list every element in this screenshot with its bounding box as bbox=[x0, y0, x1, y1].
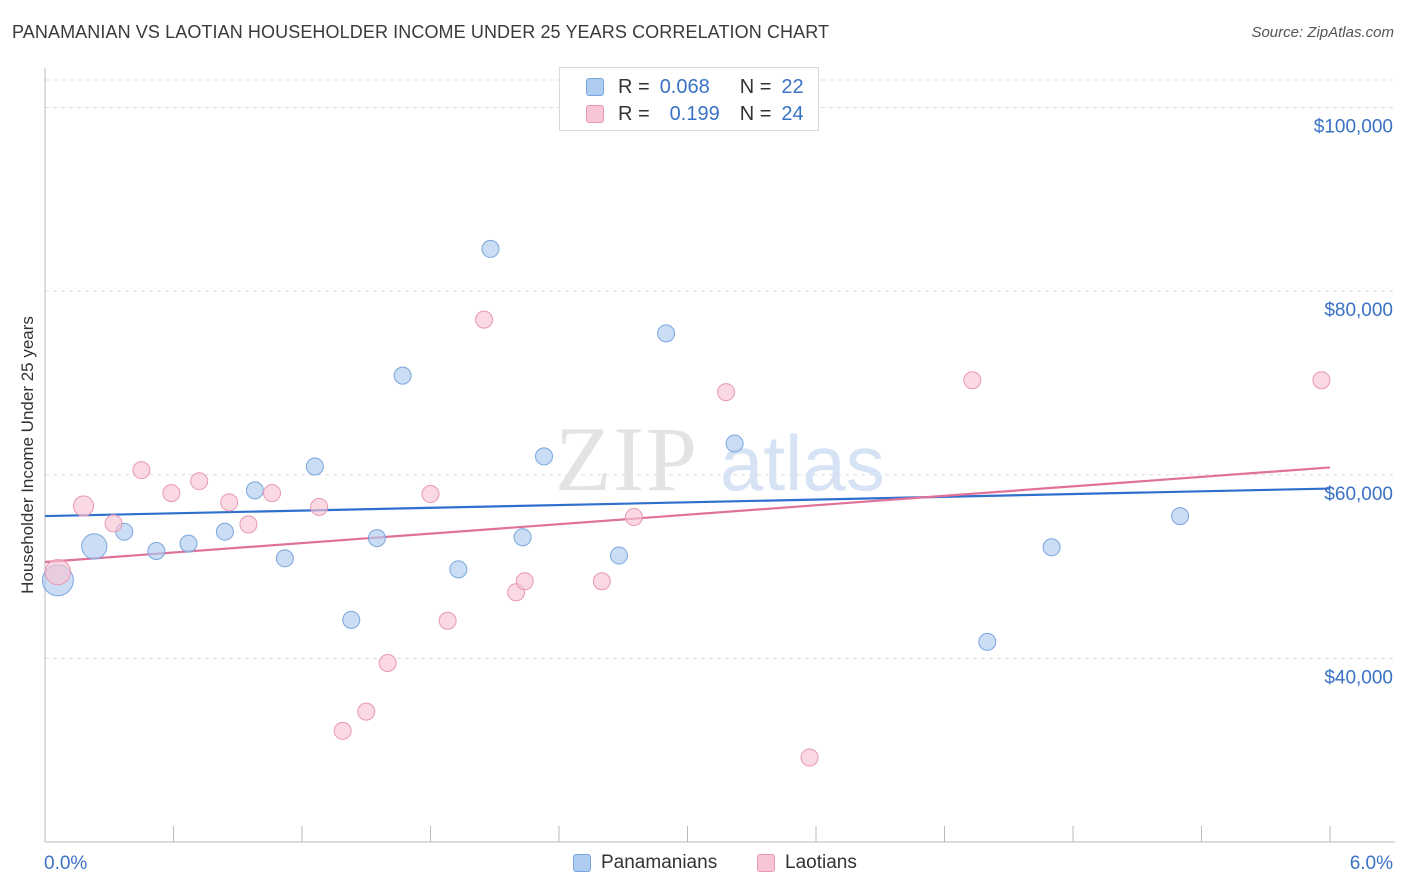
point-laotians bbox=[378, 653, 397, 672]
y-axis-label: Householder Income Under 25 years bbox=[18, 316, 37, 594]
point-panamanians bbox=[1171, 507, 1190, 526]
point-panamanians bbox=[513, 528, 532, 547]
y-tick-label: $40,000 bbox=[1324, 667, 1393, 688]
point-panamanians bbox=[657, 324, 676, 343]
legend-swatch bbox=[573, 854, 591, 872]
point-panamanians bbox=[275, 549, 294, 568]
trend-line-panamanians bbox=[44, 487, 1331, 518]
point-laotians bbox=[333, 721, 352, 740]
legend-row-laotians: R = 0.199 N = 24 bbox=[586, 102, 804, 126]
y-tick-label: $100,000 bbox=[1314, 117, 1393, 138]
watermark: ZIP atlas bbox=[555, 408, 885, 510]
legend-r-value: 0.199 bbox=[669, 102, 720, 125]
point-laotians bbox=[515, 572, 534, 591]
point-laotians bbox=[421, 485, 440, 504]
correlation-legend: R = 0.068 N = 22 R = 0.199 N = 24 bbox=[559, 67, 819, 131]
point-laotians bbox=[717, 383, 736, 402]
legend-item-panamanians: Panamanians bbox=[573, 852, 717, 874]
legend-r-label: R = bbox=[618, 102, 650, 125]
point-laotians bbox=[263, 484, 282, 503]
axes bbox=[44, 68, 1395, 843]
point-panamanians bbox=[449, 560, 468, 579]
point-laotians bbox=[1312, 371, 1331, 390]
x-tick-label: 6.0% bbox=[1350, 853, 1393, 874]
legend-swatch-panamanians bbox=[586, 78, 604, 96]
point-panamanians bbox=[1042, 538, 1061, 557]
point-laotians bbox=[800, 748, 819, 767]
point-laotians bbox=[162, 484, 181, 503]
point-laotians bbox=[44, 558, 71, 586]
legend-row-panamanians: R = 0.068 N = 22 bbox=[586, 75, 804, 99]
grid-lines bbox=[45, 79, 1395, 659]
point-panamanians bbox=[725, 434, 744, 453]
point-laotians bbox=[963, 371, 982, 390]
x-tick-label: 0.0% bbox=[44, 853, 87, 874]
point-panamanians bbox=[179, 534, 198, 553]
y-tick-label: $80,000 bbox=[1324, 300, 1393, 321]
legend-label: Laotians bbox=[785, 852, 857, 873]
legend-r-label: R = bbox=[618, 75, 650, 98]
legend-swatch bbox=[757, 854, 775, 872]
point-panamanians bbox=[81, 533, 108, 560]
point-laotians bbox=[132, 461, 151, 480]
y-tick-label: $60,000 bbox=[1324, 484, 1393, 505]
point-panamanians bbox=[367, 529, 386, 548]
point-panamanians bbox=[342, 610, 361, 629]
legend-item-laotians: Laotians bbox=[757, 852, 857, 874]
point-panamanians bbox=[609, 546, 628, 565]
y-tick-labels: $40,000 $60,000 $80,000 $100,000 bbox=[1314, 117, 1393, 689]
point-laotians bbox=[104, 514, 123, 533]
point-laotians bbox=[310, 497, 329, 516]
point-panamanians bbox=[978, 632, 997, 651]
point-panamanians bbox=[215, 522, 234, 541]
source-label: Source: ZipAtlas.com bbox=[1251, 24, 1394, 41]
point-panamanians bbox=[245, 481, 264, 500]
watermark-atlas: atlas bbox=[720, 419, 885, 507]
trend-line-laotians bbox=[44, 466, 1331, 564]
point-laotians bbox=[438, 611, 457, 630]
data-points bbox=[41, 239, 1331, 767]
point-panamanians bbox=[147, 541, 166, 560]
legend-n-label: N = bbox=[739, 102, 772, 125]
trend-lines bbox=[44, 466, 1331, 564]
point-laotians bbox=[72, 495, 95, 517]
point-laotians bbox=[239, 515, 258, 534]
point-laotians bbox=[475, 310, 494, 329]
point-laotians bbox=[624, 508, 643, 527]
legend-swatch-laotians bbox=[586, 105, 604, 123]
chart-title: PANAMANIAN VS LAOTIAN HOUSEHOLDER INCOME… bbox=[12, 22, 830, 42]
x-tick-labels: 0.0% 6.0% bbox=[44, 853, 1393, 874]
legend-n-label: N = bbox=[739, 75, 772, 98]
legend-r-value: 0.068 bbox=[659, 75, 710, 98]
point-laotians bbox=[357, 702, 376, 721]
legend-n-value: 24 bbox=[781, 102, 804, 125]
point-panamanians bbox=[305, 457, 324, 476]
point-panamanians bbox=[535, 447, 554, 466]
point-laotians bbox=[190, 472, 209, 491]
legend-n-value: 22 bbox=[781, 75, 804, 98]
point-panamanians bbox=[481, 239, 500, 258]
legend-label: Panamanians bbox=[601, 852, 718, 873]
point-panamanians bbox=[393, 366, 412, 385]
watermark-zip: ZIP bbox=[555, 408, 699, 510]
point-laotians bbox=[592, 572, 611, 591]
point-laotians bbox=[220, 493, 239, 512]
